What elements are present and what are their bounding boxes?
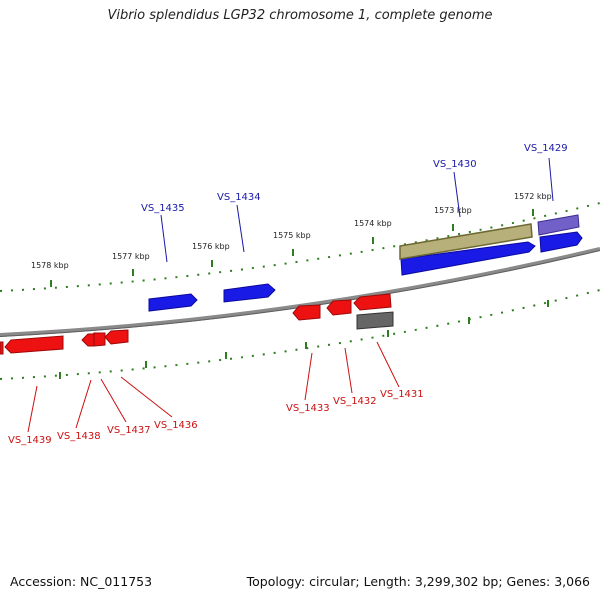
gene-label-vs1434[interactable]: VS_1434 bbox=[217, 192, 261, 203]
leader-line bbox=[75, 379, 92, 429]
ruler-label: 1578 kbp bbox=[31, 261, 69, 270]
gene-arrow-vs1429[interactable] bbox=[539, 231, 583, 253]
ruler-label: 1576 kbp bbox=[192, 242, 230, 251]
gene-arrow-vs1438[interactable] bbox=[81, 333, 95, 347]
leader-line bbox=[376, 341, 400, 388]
gene-arrow-edge[interactable] bbox=[0, 341, 4, 355]
reverse-leader-lines bbox=[27, 341, 400, 433]
accession-text: Accession: NC_011753 bbox=[10, 574, 153, 589]
ruler-label: 1575 kbp bbox=[273, 231, 311, 240]
gene-arrow-vs1434[interactable] bbox=[223, 283, 276, 303]
leader-line bbox=[304, 352, 313, 401]
ruler-label: 1572 kbp bbox=[514, 192, 552, 201]
leader-line bbox=[120, 376, 173, 418]
outer-major-ticks bbox=[50, 209, 534, 287]
forward-leader-lines bbox=[160, 157, 554, 263]
leader-line bbox=[100, 378, 127, 423]
gene-arrow-vs1439[interactable] bbox=[4, 335, 64, 354]
gene-arrow-vs1432[interactable] bbox=[326, 299, 352, 316]
gene-label-vs1431[interactable]: VS_1431 bbox=[380, 389, 424, 400]
forward-genes bbox=[148, 214, 583, 312]
gene-label-vs1439[interactable]: VS_1439 bbox=[8, 435, 52, 446]
leader-line bbox=[548, 157, 554, 202]
pseudo-gene-bar[interactable] bbox=[356, 311, 394, 330]
gene-arrow-vs1435[interactable] bbox=[148, 293, 198, 312]
chromosome-backbone bbox=[0, 247, 600, 337]
gene-label-vs1433[interactable]: VS_1433 bbox=[286, 403, 330, 414]
leader-line bbox=[344, 347, 353, 394]
reverse-genes bbox=[0, 293, 394, 355]
gene-arrow-vs1431[interactable] bbox=[353, 293, 392, 311]
chromosome-backbone-shade bbox=[0, 250, 600, 337]
gene-label-vs1436[interactable]: VS_1436 bbox=[154, 420, 198, 431]
ruler-label: 1574 kbp bbox=[354, 219, 392, 228]
gene-label-vs1437[interactable]: VS_1437 bbox=[107, 425, 151, 436]
gene-label-vs1430[interactable]: VS_1430 bbox=[433, 159, 477, 170]
leader-line bbox=[160, 214, 168, 263]
genome-summary-text: Topology: circular; Length: 3,299,302 bp… bbox=[246, 574, 590, 589]
map-title: Vibrio splendidus LGP32 chromosome 1, co… bbox=[107, 8, 493, 23]
gene-arrow-vs1430[interactable] bbox=[400, 241, 536, 276]
leader-line bbox=[453, 171, 461, 218]
ruler-label: 1577 kbp bbox=[112, 252, 150, 261]
leader-line bbox=[236, 204, 245, 253]
inner-major-ticks bbox=[59, 300, 549, 379]
ruler-label: 1573 kbp bbox=[434, 206, 472, 215]
gene-label-vs1435[interactable]: VS_1435 bbox=[141, 203, 185, 214]
gene-label-vs1432[interactable]: VS_1432 bbox=[333, 396, 377, 407]
gene-label-vs1429[interactable]: VS_1429 bbox=[524, 143, 568, 154]
rna-gene-bar[interactable] bbox=[399, 223, 533, 260]
gene-arrow-vs1436[interactable] bbox=[104, 329, 129, 345]
gene-arrow-vs1429-rna[interactable] bbox=[537, 214, 580, 236]
gene-label-vs1438[interactable]: VS_1438 bbox=[57, 431, 101, 442]
leader-line bbox=[27, 385, 38, 433]
gene-arrow-vs1433[interactable] bbox=[292, 304, 321, 321]
